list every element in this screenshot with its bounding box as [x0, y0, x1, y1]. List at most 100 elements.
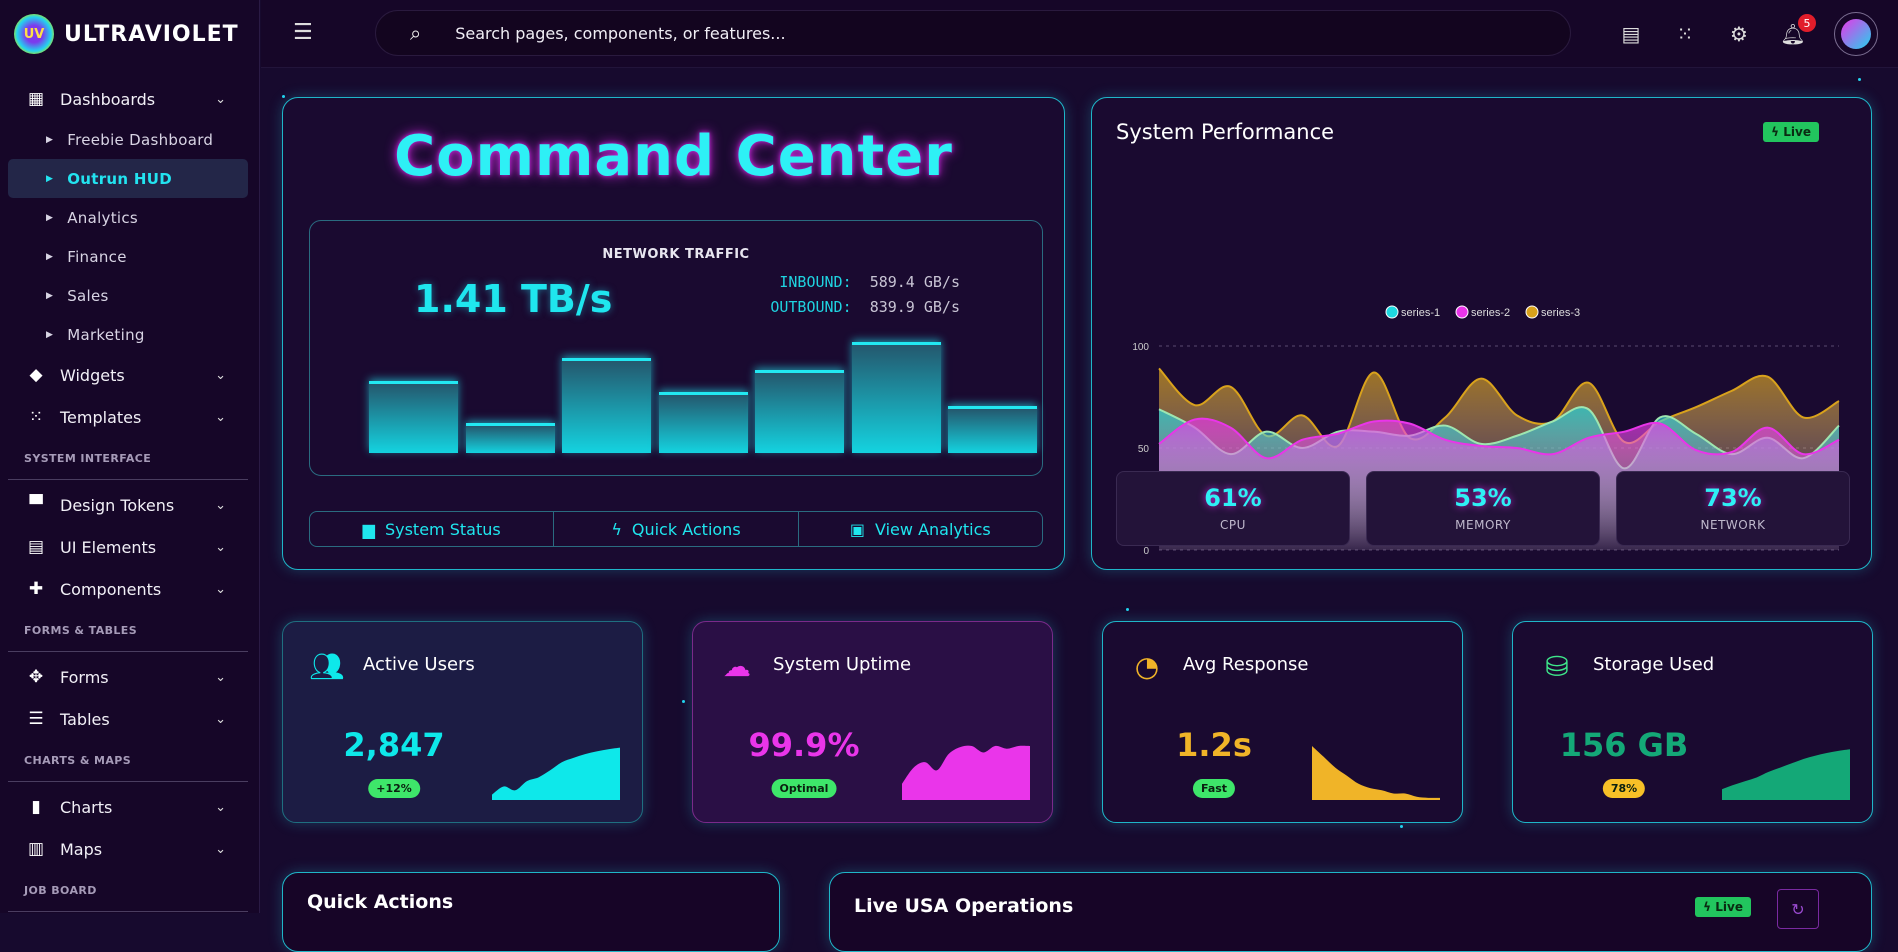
stat-card-storage-used[interactable]: ⛁ Storage Used 156 GB 78% — [1512, 621, 1873, 823]
button-label: View Analytics — [875, 519, 991, 539]
bolt-icon: ϟ — [611, 519, 622, 539]
sidebar-item-design-tokens[interactable]: ▀ Design Tokens ⌄ — [8, 484, 248, 526]
stat-card-active-users[interactable]: 👥︎ Active Users 2,847 +12% — [282, 621, 643, 823]
grid-dots-icon: ⁙ — [28, 407, 44, 427]
chevron-down-icon: ⌄ — [215, 91, 226, 107]
cpu-metric: 61% CPU — [1116, 471, 1350, 546]
hamburger-menu-icon[interactable]: ☰ — [293, 20, 313, 45]
stat-card-avg-response[interactable]: ◔ Avg Response 1.2s Fast — [1102, 621, 1463, 823]
bell-icon[interactable]: 🔔︎ 5 — [1780, 14, 1816, 46]
layout-toggle-icon[interactable]: ▤ — [1621, 22, 1641, 46]
caret-right-icon: ▶ — [46, 251, 54, 262]
apps-grid-icon[interactable]: ⁙ — [1676, 22, 1694, 46]
traffic-bar — [562, 357, 651, 453]
view-analytics-button[interactable]: ▣ View Analytics — [799, 512, 1042, 546]
sparkline — [1312, 746, 1440, 800]
top-header: ☰ ⌕ ▤ ⁙ ⚙ 🔔︎5 — [261, 0, 1898, 68]
live-operations-title: Live USA Operations — [854, 895, 1074, 917]
chevron-down-icon: ⌄ — [215, 497, 226, 513]
sidebar-item-ui-elements[interactable]: ▤ UI Elements ⌄ — [8, 526, 248, 568]
sidebar-item-label: Marketing — [67, 325, 145, 344]
stat-value: 99.9% — [748, 726, 860, 764]
sidebar-item-templates[interactable]: ⁙ Templates ⌄ — [8, 396, 248, 438]
y-tick-label: 100 — [1132, 342, 1149, 353]
monitor-icon: ▆ — [362, 519, 375, 539]
sidebar-subitem-analytics[interactable]: ▶ Analytics — [8, 198, 248, 237]
sidebar-item-label: Maps — [60, 839, 103, 859]
sidebar-item-widgets[interactable]: ◆ Widgets ⌄ — [8, 354, 248, 396]
memory-metric: 53% MEMORY — [1366, 471, 1600, 546]
stat-title: Storage Used — [1593, 654, 1715, 675]
sidebar-subitem-finance[interactable]: ▶ Finance — [8, 237, 248, 276]
sidebar-item-dashboards[interactable]: ▦ Dashboards ⌄ — [8, 78, 248, 120]
traffic-bar — [948, 406, 1037, 453]
traffic-bar — [851, 342, 941, 453]
chart-icon: ▣ — [849, 519, 866, 539]
avatar[interactable] — [1834, 12, 1878, 56]
caret-right-icon: ▶ — [46, 134, 54, 145]
app-name: ULTRAVIOLET — [64, 21, 239, 47]
sparkline — [492, 747, 620, 800]
sidebar-item-label: Design Tokens — [60, 495, 175, 515]
stat-title: Avg Response — [1183, 654, 1309, 675]
users-icon: 👥︎ — [309, 649, 345, 683]
system-status-button[interactable]: ▆ System Status — [310, 512, 555, 546]
caret-right-icon: ▶ — [46, 329, 54, 340]
logo[interactable]: UV ULTRAVIOLET — [14, 14, 239, 54]
sidebar-item-label: Widgets — [60, 365, 125, 385]
sidebar-subitem-outrun-hud[interactable]: ▶ Outrun HUD — [8, 159, 248, 198]
sidebar-subitem-freebie-dashboard[interactable]: ▶ Freebie Dashboard — [8, 120, 248, 159]
legend-label[interactable]: series-3 — [1541, 307, 1580, 319]
sidebar-item-label: Forms — [60, 667, 109, 687]
button-label: Quick Actions — [631, 519, 741, 539]
gear-icon[interactable]: ⚙ — [1730, 22, 1748, 46]
metric-label: MEMORY — [1455, 518, 1511, 532]
bolt-icon: ϟ — [1771, 125, 1784, 139]
sidebar-item-forms[interactable]: ✥ Forms ⌄ — [8, 656, 248, 698]
inbound-value: 589.4 GB/s — [869, 273, 960, 291]
sidebar-item-tables[interactable]: ☰ Tables ⌄ — [8, 698, 248, 740]
sidebar-item-charts[interactable]: ▮ Charts ⌄ — [8, 786, 248, 828]
chevron-down-icon: ⌄ — [215, 711, 226, 727]
bar-chart-icon: ▮ — [31, 797, 41, 817]
sparkline-area — [492, 747, 620, 800]
sparkline-area — [1722, 749, 1850, 800]
map-icon: ▥ — [27, 839, 45, 859]
list-icon: ☰ — [28, 709, 44, 729]
refresh-button[interactable]: ↻ — [1777, 889, 1819, 929]
widgets-icon: ◆ — [29, 365, 43, 385]
puzzle-icon: ✚ — [28, 579, 44, 599]
sidebar-item-label: Analytics — [67, 208, 139, 227]
sparkline-area — [902, 745, 1030, 800]
live-badge: ϟ Live — [1763, 122, 1819, 142]
caret-right-icon: ▶ — [46, 212, 54, 223]
outbound-value: 839.9 GB/s — [869, 298, 960, 316]
sidebar-item-label: Templates — [60, 407, 142, 427]
search-input[interactable] — [455, 23, 1356, 43]
search-bar[interactable]: ⌕ — [375, 10, 1571, 56]
stat-card-system-uptime[interactable]: ☁ System Uptime 99.9% Optimal — [692, 621, 1053, 823]
sidebar-subitem-sales[interactable]: ▶ Sales — [8, 276, 248, 315]
bolt-icon: ϟ — [1703, 900, 1716, 914]
legend-label[interactable]: series-1 — [1401, 307, 1440, 319]
live-label: Live — [1715, 900, 1743, 914]
database-icon: ⛁ — [1545, 649, 1569, 683]
search-icon: ⌕ — [410, 21, 422, 45]
paint-roller-icon: ▀ — [29, 495, 43, 515]
sidebar-item-maps[interactable]: ▥ Maps ⌄ — [8, 828, 248, 870]
particle — [282, 95, 285, 98]
logo-mark: UV — [14, 14, 54, 54]
quick-actions-button[interactable]: ϟ Quick Actions — [554, 512, 799, 546]
caret-right-icon: ▶ — [46, 290, 54, 301]
sidebar-subitem-marketing[interactable]: ▶ Marketing — [8, 315, 248, 354]
sidebar-item-label: Charts — [60, 797, 113, 817]
caret-right-icon: ▶ — [46, 173, 54, 184]
page-title: Command Center — [394, 124, 953, 189]
legend-label[interactable]: series-2 — [1471, 307, 1510, 319]
notification-count: 5 — [1798, 14, 1816, 32]
sidebar-item-label: Components — [60, 579, 162, 599]
sidebar: UV ULTRAVIOLET ▦ Dashboards ⌄ ▶ Freebie Das… — [0, 0, 260, 913]
particle — [1400, 825, 1403, 828]
system-performance-card: System Performance ϟ Live 0 50 100 series-1… — [1091, 97, 1872, 570]
sidebar-item-components[interactable]: ✚ Components ⌄ — [8, 568, 248, 610]
